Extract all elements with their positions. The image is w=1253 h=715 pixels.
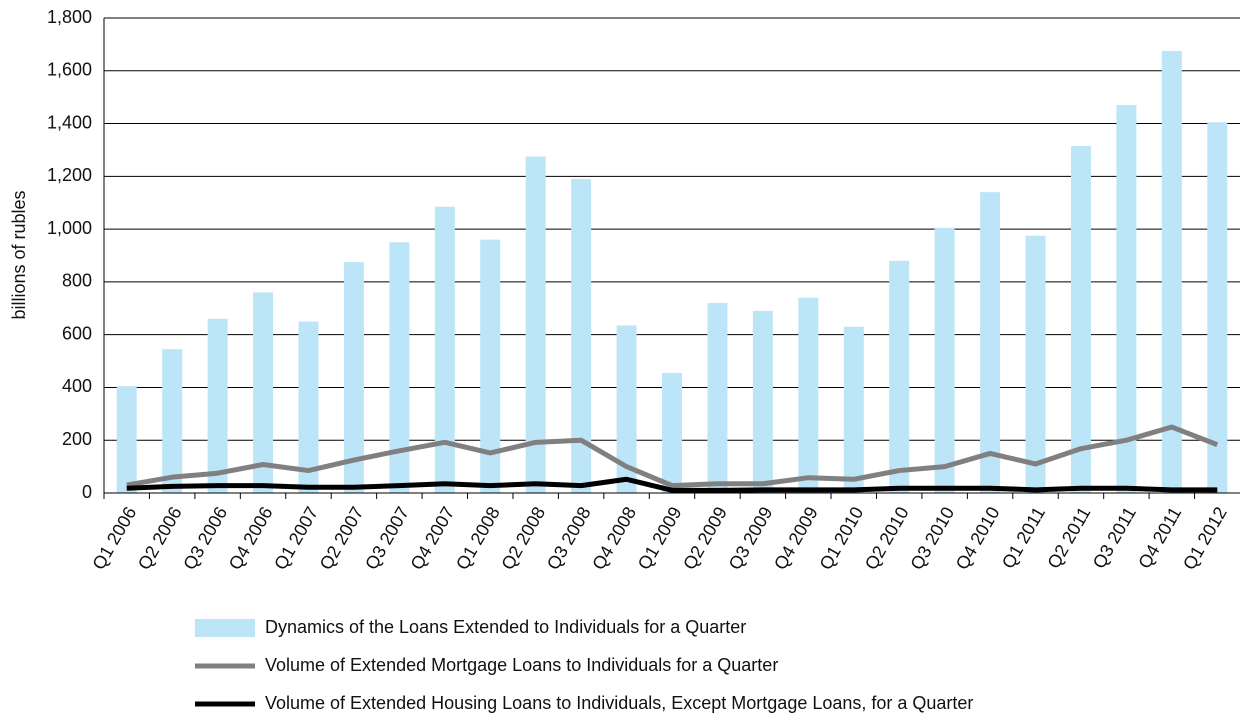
x-tick-label: Q3 2007 [361, 503, 413, 573]
bar [207, 318, 228, 493]
bar [434, 206, 455, 494]
legend-label: Volume of Extended Housing Loans to Indi… [265, 693, 973, 713]
x-tick-label: Q4 2011 [1134, 503, 1185, 572]
x-tick-label: Q1 2009 [634, 503, 686, 573]
x-tick-label: Q3 2010 [906, 503, 958, 573]
bar [253, 292, 274, 493]
x-tick-label: Q2 2009 [679, 503, 731, 573]
x-tick-label: Q4 2008 [588, 503, 640, 573]
y-tick-label: 1,000 [47, 218, 92, 238]
x-tick-label: Q4 2010 [952, 503, 1004, 573]
bar [1025, 235, 1046, 494]
bar [298, 321, 319, 493]
bar [480, 239, 501, 493]
bar [525, 156, 546, 493]
x-tick-label: Q2 2010 [861, 503, 913, 573]
x-tick-label: Q2 2008 [497, 503, 549, 573]
y-axis-label: billions of rubles [9, 190, 29, 319]
bar [707, 303, 728, 493]
bar [1116, 105, 1137, 493]
bar [980, 192, 1001, 493]
y-tick-label: 1,800 [47, 7, 92, 27]
x-tick-label: Q1 2010 [815, 503, 867, 573]
legend-label: Volume of Extended Mortgage Loans to Ind… [265, 655, 778, 675]
x-tick-label: Q2 2006 [134, 503, 186, 573]
bar [343, 262, 364, 493]
bar [798, 297, 819, 493]
y-tick-label: 1,600 [47, 60, 92, 80]
line [126, 424, 1219, 489]
y-tick-label: 0 [82, 482, 92, 502]
x-tick-label: Q3 2006 [179, 503, 231, 573]
y-tick-label: 1,400 [47, 112, 92, 132]
bar [162, 349, 183, 493]
y-tick-label: 200 [62, 429, 92, 449]
x-tick-label: Q3 2009 [725, 503, 777, 573]
x-tick-label: Q1 2011 [998, 503, 1049, 572]
y-tick-label: 400 [62, 376, 92, 396]
x-tick-label: Q1 2006 [88, 503, 140, 573]
x-tick-label: Q2 2011 [1043, 503, 1094, 572]
x-tick-label: Q3 2008 [543, 503, 595, 573]
bar [616, 325, 637, 493]
bar [1070, 145, 1091, 493]
x-tick-label: Q1 2012 [1179, 503, 1231, 573]
line [126, 476, 1218, 493]
legend-swatch [195, 619, 255, 637]
bar [662, 372, 682, 493]
y-tick-label: 600 [62, 323, 92, 343]
bar [1207, 122, 1228, 493]
bar [571, 178, 592, 493]
bar [843, 326, 864, 493]
bar [752, 310, 773, 493]
bar [934, 227, 955, 493]
bar [1161, 50, 1182, 493]
x-tick-label: Q2 2007 [316, 503, 368, 573]
x-tick-label: Q4 2007 [407, 503, 459, 573]
y-tick-label: 800 [62, 271, 92, 291]
x-tick-label: Q3 2011 [1089, 503, 1140, 572]
x-tick-label: Q4 2006 [225, 503, 277, 573]
bar [116, 386, 137, 493]
x-tick-label: Q4 2009 [770, 503, 822, 573]
x-tick-label: Q1 2007 [270, 503, 322, 573]
y-tick-label: 1,200 [47, 165, 92, 185]
x-tick-label: Q1 2008 [452, 503, 504, 573]
legend-label: Dynamics of the Loans Extended to Indivi… [265, 617, 746, 637]
bar [389, 242, 410, 493]
bar [889, 260, 910, 493]
